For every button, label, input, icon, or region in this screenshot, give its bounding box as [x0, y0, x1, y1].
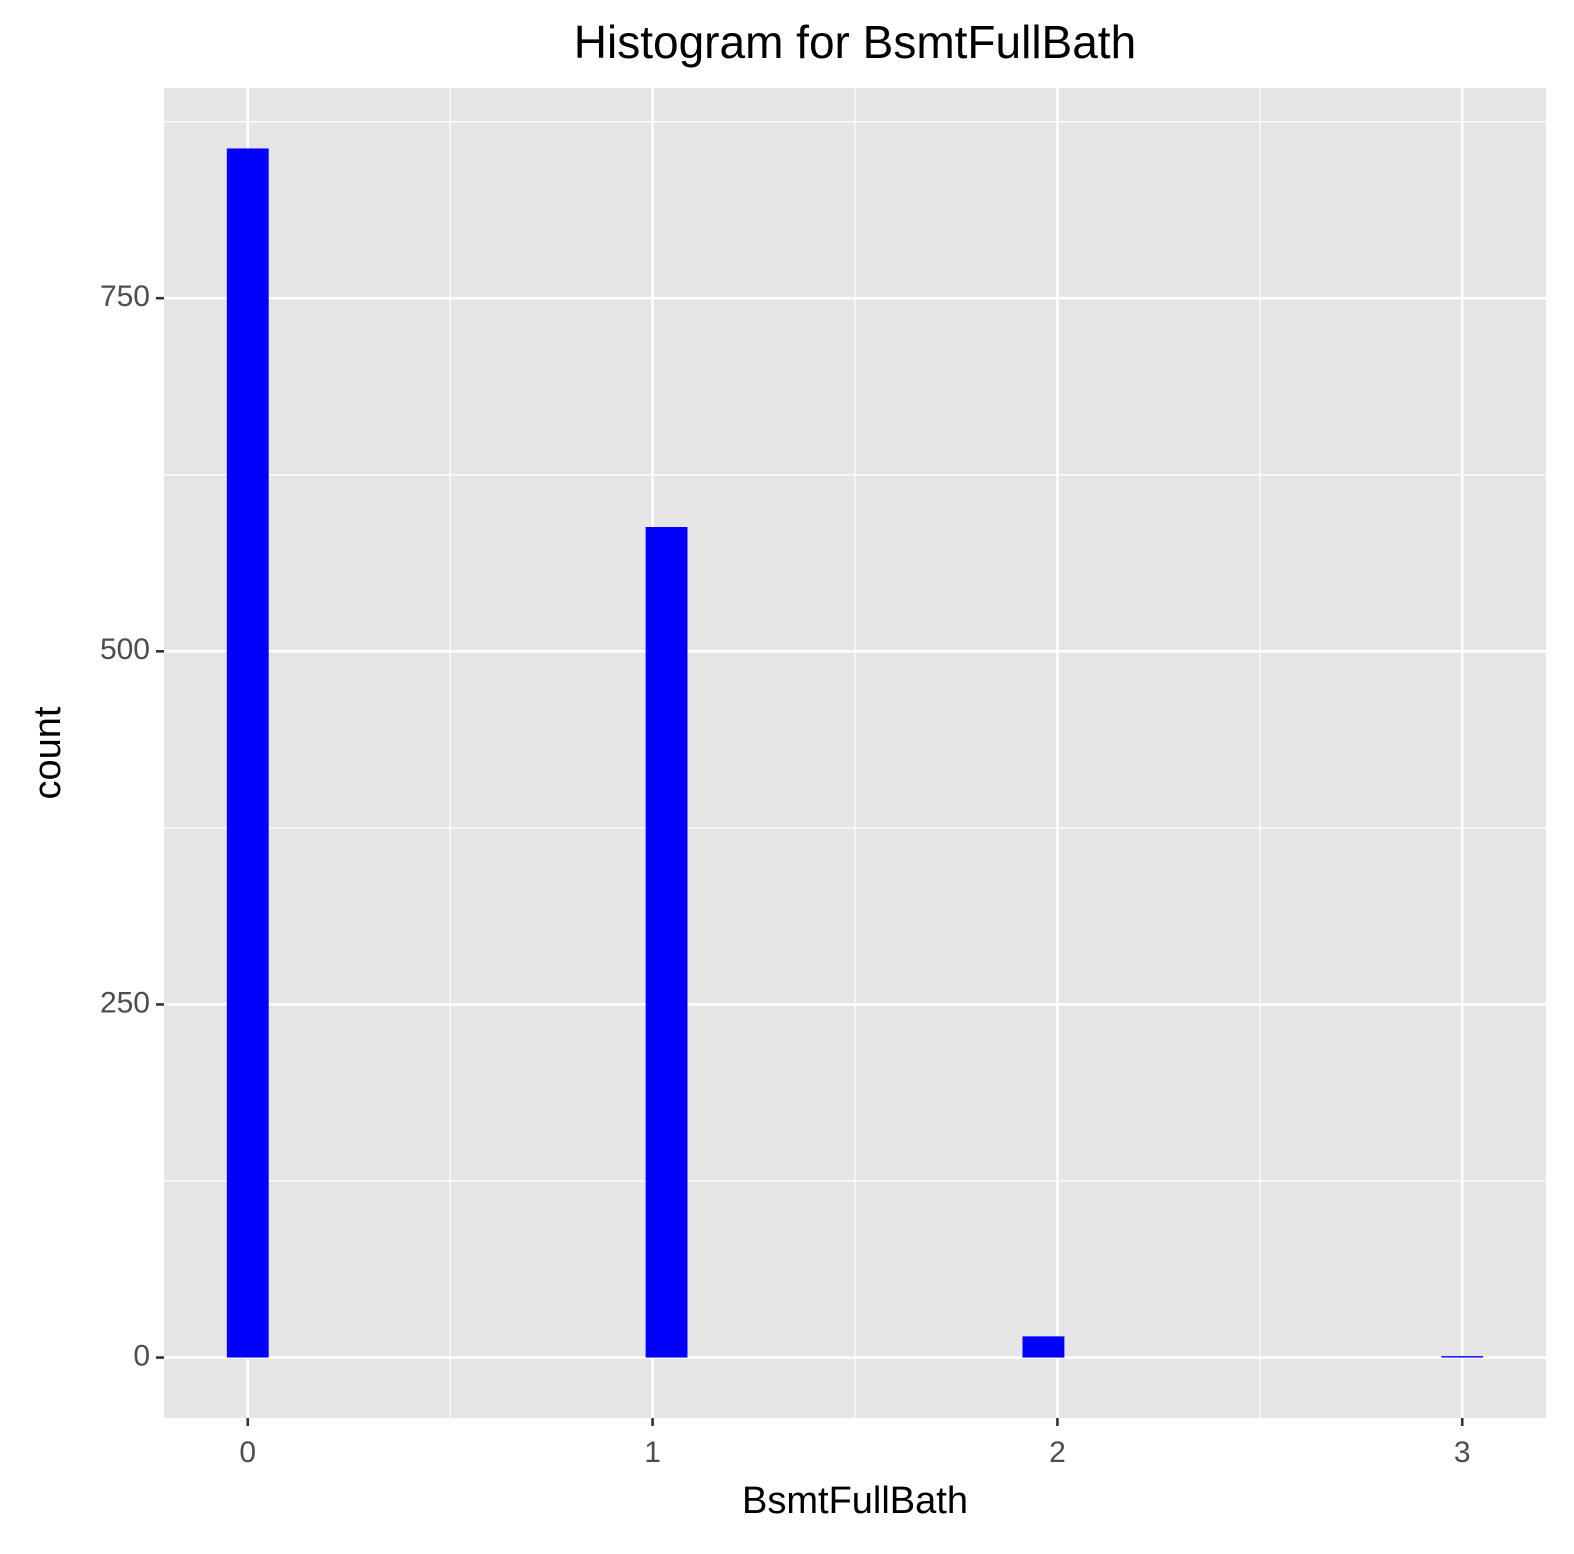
y-tick-label: 250 — [100, 986, 150, 1019]
bar — [1022, 1336, 1065, 1358]
bar — [226, 148, 269, 1358]
x-tick-label: 2 — [1049, 1436, 1066, 1469]
chart-title: Histogram for BsmtFullBath — [574, 16, 1136, 68]
bar — [1441, 1356, 1484, 1358]
y-tick-label: 500 — [100, 633, 150, 666]
y-tick-label: 0 — [133, 1339, 150, 1372]
x-axis-title: BsmtFullBath — [742, 1480, 968, 1522]
y-axis-title: count — [27, 706, 69, 799]
bar — [645, 527, 688, 1358]
x-tick-label: 3 — [1454, 1436, 1471, 1469]
x-tick-label: 0 — [239, 1436, 256, 1469]
y-tick-label: 750 — [100, 280, 150, 313]
x-tick-label: 1 — [644, 1436, 661, 1469]
